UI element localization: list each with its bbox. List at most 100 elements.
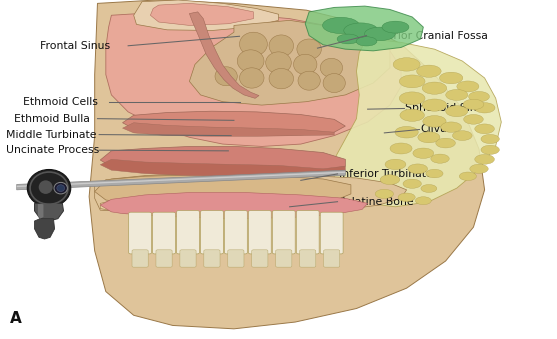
Text: Clivus: Clivus (421, 124, 453, 135)
Ellipse shape (470, 164, 488, 174)
Ellipse shape (380, 175, 400, 184)
Polygon shape (106, 12, 401, 146)
Text: Frontal Sinus: Frontal Sinus (40, 41, 110, 51)
Ellipse shape (481, 145, 500, 155)
Ellipse shape (475, 155, 495, 164)
Ellipse shape (54, 182, 67, 194)
Ellipse shape (421, 184, 437, 193)
Ellipse shape (403, 179, 422, 188)
Polygon shape (150, 3, 253, 25)
Text: Inferior Turbinate: Inferior Turbinate (339, 169, 432, 179)
FancyBboxPatch shape (276, 250, 292, 267)
Text: Sphenoid Sinus: Sphenoid Sinus (405, 103, 490, 114)
Ellipse shape (323, 17, 359, 34)
FancyBboxPatch shape (300, 250, 316, 267)
Ellipse shape (385, 159, 406, 170)
FancyBboxPatch shape (296, 211, 319, 254)
Polygon shape (100, 197, 334, 216)
Text: Ethmoid Bulla: Ethmoid Bulla (14, 114, 90, 124)
Polygon shape (95, 174, 407, 213)
Ellipse shape (441, 122, 462, 132)
Ellipse shape (398, 193, 415, 202)
Polygon shape (189, 12, 259, 98)
FancyBboxPatch shape (132, 250, 148, 267)
FancyBboxPatch shape (177, 211, 199, 254)
Polygon shape (35, 219, 55, 239)
Ellipse shape (344, 23, 378, 38)
Ellipse shape (436, 138, 456, 148)
Text: Ethmoid Cells: Ethmoid Cells (23, 97, 98, 107)
Polygon shape (35, 203, 63, 221)
Polygon shape (134, 0, 278, 31)
Ellipse shape (452, 131, 472, 140)
Ellipse shape (426, 169, 443, 178)
Ellipse shape (294, 54, 317, 75)
Ellipse shape (27, 170, 71, 207)
Polygon shape (17, 170, 345, 190)
Ellipse shape (481, 134, 500, 144)
FancyBboxPatch shape (153, 212, 175, 254)
Ellipse shape (463, 115, 483, 124)
Ellipse shape (418, 132, 440, 143)
Polygon shape (123, 111, 345, 136)
Ellipse shape (269, 68, 294, 89)
Ellipse shape (337, 34, 359, 44)
Ellipse shape (446, 106, 468, 117)
Ellipse shape (215, 67, 237, 86)
Ellipse shape (390, 143, 412, 154)
Polygon shape (95, 175, 351, 207)
Text: A: A (10, 311, 22, 326)
Ellipse shape (400, 109, 424, 121)
Text: Uncinate Process: Uncinate Process (6, 145, 99, 155)
Polygon shape (17, 172, 345, 187)
Polygon shape (100, 146, 345, 175)
Ellipse shape (237, 50, 264, 72)
Polygon shape (189, 20, 390, 105)
FancyBboxPatch shape (272, 211, 295, 254)
Text: Palatine Bone: Palatine Bone (339, 197, 413, 207)
Ellipse shape (266, 52, 291, 74)
Ellipse shape (57, 185, 65, 192)
FancyBboxPatch shape (156, 250, 172, 267)
Ellipse shape (399, 92, 425, 105)
FancyBboxPatch shape (224, 211, 247, 254)
Ellipse shape (298, 71, 320, 90)
Ellipse shape (395, 126, 418, 138)
Ellipse shape (474, 103, 495, 113)
Ellipse shape (439, 72, 463, 84)
Ellipse shape (463, 99, 484, 109)
Polygon shape (305, 6, 423, 51)
Ellipse shape (431, 154, 449, 163)
Ellipse shape (413, 148, 434, 158)
Ellipse shape (240, 32, 267, 56)
FancyBboxPatch shape (252, 250, 268, 267)
Ellipse shape (382, 21, 409, 33)
Ellipse shape (240, 68, 264, 88)
Ellipse shape (423, 116, 446, 127)
Polygon shape (38, 204, 43, 219)
FancyBboxPatch shape (228, 250, 244, 267)
Text: Anterior Cranial Fossa: Anterior Cranial Fossa (368, 31, 487, 41)
FancyBboxPatch shape (324, 250, 340, 267)
Ellipse shape (422, 82, 447, 94)
Ellipse shape (416, 197, 431, 205)
Ellipse shape (422, 99, 447, 111)
FancyBboxPatch shape (320, 212, 343, 254)
Polygon shape (100, 193, 368, 219)
Ellipse shape (269, 35, 294, 57)
FancyBboxPatch shape (201, 211, 223, 254)
Ellipse shape (39, 180, 52, 194)
Ellipse shape (457, 81, 479, 92)
FancyBboxPatch shape (180, 250, 196, 267)
FancyBboxPatch shape (129, 212, 152, 254)
Polygon shape (100, 159, 345, 176)
Ellipse shape (399, 75, 425, 88)
Ellipse shape (375, 189, 393, 199)
Polygon shape (334, 39, 501, 207)
Ellipse shape (417, 65, 441, 77)
Ellipse shape (320, 58, 343, 77)
Ellipse shape (408, 164, 428, 174)
FancyBboxPatch shape (204, 250, 220, 267)
Ellipse shape (468, 92, 490, 102)
Ellipse shape (365, 27, 395, 41)
